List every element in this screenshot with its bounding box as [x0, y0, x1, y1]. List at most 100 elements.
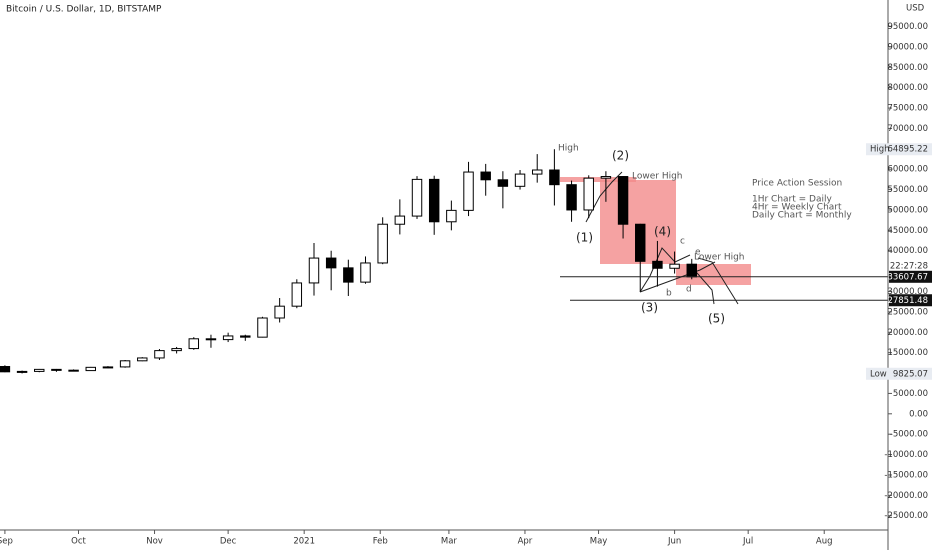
x-tick-label: Jul — [742, 537, 753, 547]
x-tick-label: Oct — [71, 537, 86, 547]
note: Daily Chart = Monthly — [752, 211, 852, 221]
price-tag-label: 33607.67 — [887, 272, 928, 282]
candle-body — [394, 215, 406, 225]
annotation: Lower High — [694, 253, 745, 263]
y-tick-label: 85000.00 — [887, 63, 928, 73]
candles — [0, 149, 888, 374]
annotation: c — [680, 237, 685, 247]
x-tick-label: 2021 — [293, 537, 315, 547]
currency: USD — [906, 4, 925, 14]
x-tick-label: May — [590, 537, 608, 547]
candle-body — [171, 348, 182, 352]
y-tick-label: 95000.00 — [887, 22, 928, 32]
x-tick-label: Nov — [146, 537, 163, 547]
y-tick-label: 0.00 — [909, 409, 928, 419]
candle-body — [308, 257, 320, 284]
candle-body — [377, 223, 388, 264]
y-tick-label: 40000.00 — [887, 246, 928, 256]
y-tick-label: 80000.00 — [887, 83, 928, 93]
candle-body — [446, 209, 457, 223]
y-tick-label: 20000.00 — [887, 328, 928, 338]
x-tick-label: Dec — [220, 537, 237, 547]
y-tick-label: 45000.00 — [887, 226, 928, 236]
y-tick-label: -20000.00 — [884, 491, 928, 501]
y-tick-label: 5000.00 — [893, 389, 928, 399]
candle-body — [600, 176, 612, 179]
candle-body — [549, 169, 560, 186]
annotation: High — [558, 144, 579, 154]
annotations: High (2) Lower High (1) (4) c e Lower Hi… — [558, 144, 852, 326]
y-tick-label: 50000.00 — [887, 205, 928, 215]
x-tick-label: Aug — [816, 537, 833, 547]
candle-body — [68, 369, 79, 372]
annotation: (1) — [576, 231, 593, 245]
annotation: e — [695, 248, 701, 258]
y-tick-label: 25000.00 — [887, 307, 928, 317]
x-tick-label: Mar — [441, 537, 458, 547]
annotation: Lower High — [632, 172, 683, 182]
candle-body — [119, 360, 131, 368]
annotation: d — [686, 285, 692, 295]
candle-body — [343, 267, 354, 283]
note: 1Hr Chart = Daily — [752, 195, 832, 205]
y-tick-label: 55000.00 — [887, 185, 928, 195]
candle-body — [686, 263, 697, 278]
y-tick-label: -25000.00 — [884, 511, 928, 521]
annotation: (5) — [708, 312, 725, 326]
candle-body — [652, 260, 663, 269]
x-tick-label: Apr — [518, 537, 533, 547]
extreme-name: High — [870, 145, 890, 155]
candle-body — [583, 177, 594, 211]
price-tag-label: 27851.48 — [887, 296, 928, 306]
y-tick-label: 60000.00 — [887, 165, 928, 175]
candle-body — [497, 179, 509, 187]
candle-body — [257, 317, 268, 338]
candle-body — [291, 282, 303, 307]
candle-body — [51, 368, 62, 371]
note: 4Hr = Weekly Chart — [752, 203, 842, 213]
candle-body — [669, 263, 680, 269]
y-tick-label: 15000.00 — [887, 348, 928, 358]
candle-body — [222, 335, 234, 341]
wave-line — [689, 264, 715, 305]
annotation: b — [666, 289, 672, 299]
candle-body — [102, 366, 114, 369]
x-tick-label: Sep — [0, 537, 13, 547]
annotation: (3) — [641, 301, 658, 315]
wave-line — [639, 275, 651, 293]
wave-line — [697, 257, 739, 305]
y-tick-label: -15000.00 — [884, 470, 928, 480]
candle-body — [325, 257, 337, 269]
extreme-tag — [866, 143, 932, 156]
note: Price Action Session — [752, 179, 842, 189]
extreme-value: 64895.22 — [887, 145, 928, 155]
chart-title: Bitcoin / U.S. Dollar, 1D, BITSTAMP — [6, 5, 162, 15]
y-tick-label: 75000.00 — [887, 104, 928, 114]
extreme-tag — [866, 367, 932, 380]
candle-body — [566, 184, 577, 211]
y-tick-label: 90000.00 — [887, 42, 928, 52]
candle-body — [428, 178, 440, 223]
candle-body — [463, 171, 474, 211]
candle-body — [617, 176, 629, 225]
y-tick-label: 70000.00 — [887, 124, 928, 134]
candle-body — [154, 350, 165, 359]
wave-line — [639, 261, 716, 293]
annotation: (4) — [654, 225, 671, 239]
candle-body — [531, 169, 543, 175]
y-tick-label: -10000.00 — [884, 450, 928, 460]
y-tick-label: -5000.00 — [890, 430, 928, 440]
candle-body — [240, 335, 251, 338]
x-tick-label: Feb — [373, 537, 388, 547]
candle-body — [480, 171, 491, 181]
extreme-name: Low — [870, 369, 887, 379]
price-tag — [889, 294, 932, 307]
candle-body — [85, 366, 96, 372]
candle-body — [188, 338, 200, 350]
candle-body — [16, 370, 28, 373]
x-tick-label: Jun — [667, 537, 681, 547]
y-tick-label: 30000.00 — [887, 287, 928, 297]
